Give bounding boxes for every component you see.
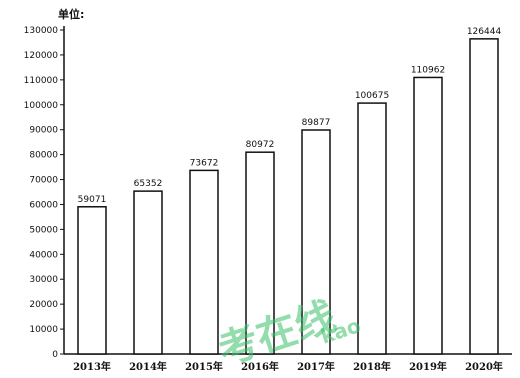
bar-value-label: 65352 — [134, 179, 163, 189]
bar — [357, 102, 387, 355]
x-category-label: 2017年 — [297, 360, 335, 373]
x-category-label: 2016年 — [241, 360, 279, 373]
y-tick-label: 70000 — [29, 176, 58, 186]
bar-value-label: 110962 — [411, 65, 445, 75]
bar — [413, 76, 443, 355]
bar — [77, 206, 107, 355]
bar — [245, 151, 275, 355]
y-tick-label: 30000 — [29, 275, 58, 285]
y-tick-label: 60000 — [29, 200, 58, 210]
y-tick-label: 120000 — [24, 51, 59, 61]
bar — [469, 38, 499, 355]
y-tick-label: 110000 — [24, 76, 59, 86]
y-tick-label: 0 — [52, 350, 58, 360]
unit-label: 单位: — [58, 7, 84, 21]
bars — [77, 38, 499, 355]
x-category-label: 2019年 — [409, 360, 447, 373]
bar-value-label: 80972 — [246, 140, 275, 150]
y-tick-label: 20000 — [29, 300, 58, 310]
y-tick-label: 80000 — [29, 151, 58, 161]
bar-value-label: 89877 — [302, 118, 331, 128]
x-category-label: 2018年 — [353, 360, 391, 373]
y-tick-label: 90000 — [29, 126, 58, 136]
bar-value-label: 126444 — [467, 27, 502, 37]
y-tick-label: 10000 — [29, 325, 58, 335]
bar — [133, 190, 163, 355]
y-tick-label: 100000 — [24, 101, 59, 111]
bar-value-label: 73672 — [190, 158, 219, 168]
x-category-label: 2013年 — [73, 360, 111, 373]
bar — [301, 129, 331, 355]
x-category-label: 2014年 — [129, 360, 167, 373]
bar — [189, 169, 219, 355]
bar-value-label: 100675 — [355, 91, 389, 101]
bar-value-label: 59071 — [78, 195, 107, 205]
x-category-label: 2015年 — [185, 360, 223, 373]
x-category-label: 2020年 — [465, 360, 503, 373]
y-tick-label: 50000 — [29, 225, 58, 235]
watermark: 考在线 kao — [213, 294, 364, 375]
labels: 59071 2013年 65352 2014年 73672 2015年 80972 2016年… — [73, 27, 503, 373]
y-tick-label: 40000 — [29, 250, 58, 260]
y-tick-label: 130000 — [24, 26, 59, 36]
